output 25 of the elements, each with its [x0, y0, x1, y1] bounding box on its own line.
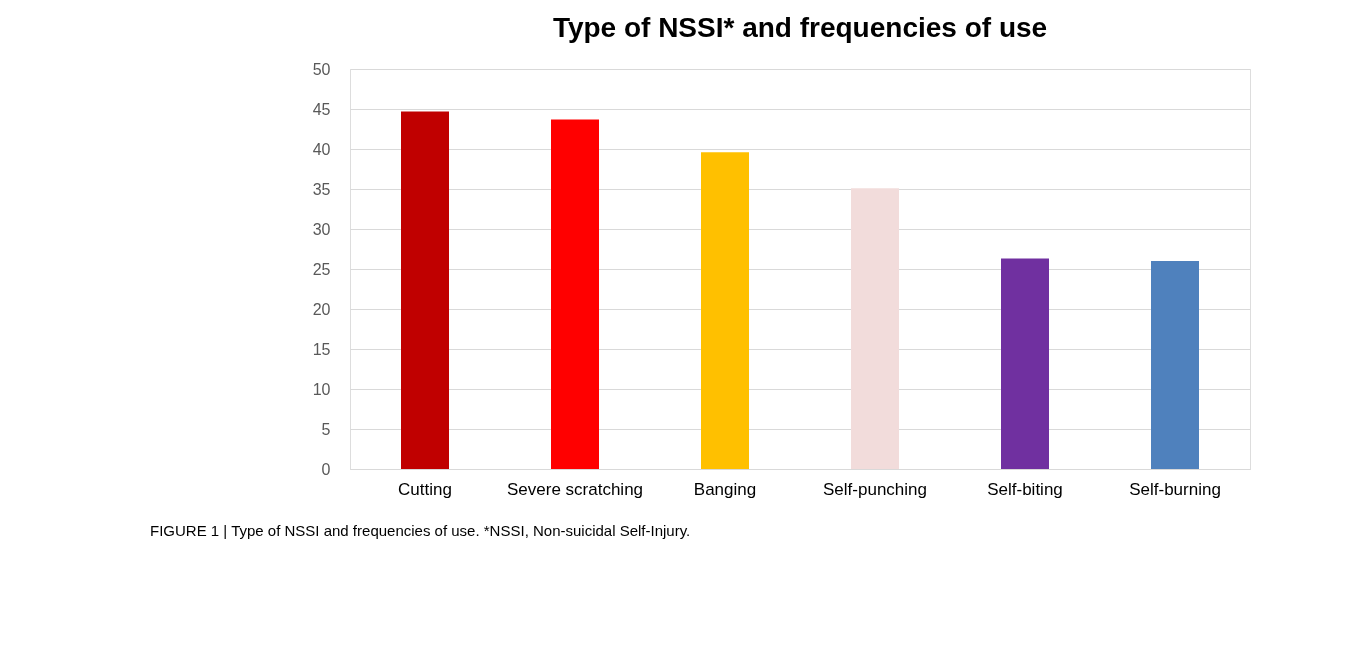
y-tick-label: 0: [321, 460, 331, 478]
y-tick-label: 20: [312, 300, 331, 318]
x-tick-label: Severe scratching: [506, 479, 644, 499]
bar: [551, 119, 599, 469]
y-tick-label: 10: [312, 380, 331, 398]
x-tick-label: Self-biting: [987, 479, 1063, 499]
x-tick-label: Banging: [693, 479, 757, 499]
chart-title: Type of NSSI* and frequencies of use: [552, 12, 1048, 43]
y-tick-label: 30: [312, 220, 331, 238]
bar: [851, 188, 899, 469]
y-tick-label: 25: [312, 260, 331, 278]
y-tick-label: 50: [312, 60, 331, 78]
y-tick-label: 5: [321, 420, 331, 438]
bar: [1001, 258, 1049, 469]
bar: [1151, 261, 1199, 469]
x-tick-label: Self-punching: [823, 479, 927, 499]
y-tick-label: 35: [312, 180, 331, 198]
y-tick-label: 40: [312, 140, 331, 158]
y-tick-label: 45: [312, 100, 331, 118]
caption: FIGURE 1 | Type of NSSI and frequencies of use. *NSSI, Non-suicidal Self-Injury.: [150, 522, 691, 539]
x-tick-label: Cutting: [398, 479, 452, 499]
x-tick-label: Self-burning: [1129, 479, 1221, 499]
bar: [401, 111, 449, 469]
bar: [701, 152, 749, 469]
y-tick-label: 15: [312, 340, 331, 358]
